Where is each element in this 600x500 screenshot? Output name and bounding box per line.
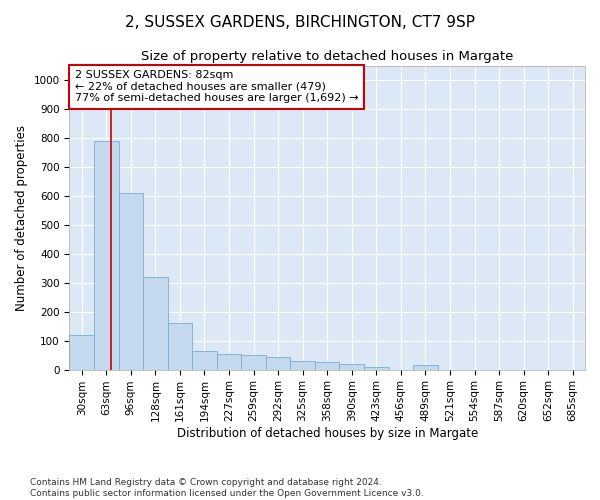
- Bar: [94, 141, 119, 370]
- Title: Size of property relative to detached houses in Margate: Size of property relative to detached ho…: [141, 50, 514, 63]
- Bar: [167, 324, 192, 370]
- Bar: [340, 364, 364, 370]
- X-axis label: Distribution of detached houses by size in Margate: Distribution of detached houses by size …: [176, 427, 478, 440]
- Bar: [241, 355, 266, 370]
- Bar: [192, 351, 217, 370]
- Bar: [413, 366, 437, 370]
- Bar: [290, 361, 315, 370]
- Bar: [217, 354, 241, 370]
- Bar: [119, 193, 143, 370]
- Bar: [143, 277, 167, 370]
- Bar: [364, 366, 389, 370]
- Bar: [266, 356, 290, 370]
- Bar: [70, 335, 94, 370]
- Bar: [315, 362, 340, 370]
- Text: Contains HM Land Registry data © Crown copyright and database right 2024.
Contai: Contains HM Land Registry data © Crown c…: [30, 478, 424, 498]
- Text: 2, SUSSEX GARDENS, BIRCHINGTON, CT7 9SP: 2, SUSSEX GARDENS, BIRCHINGTON, CT7 9SP: [125, 15, 475, 30]
- Y-axis label: Number of detached properties: Number of detached properties: [15, 124, 28, 310]
- Text: 2 SUSSEX GARDENS: 82sqm
← 22% of detached houses are smaller (479)
77% of semi-d: 2 SUSSEX GARDENS: 82sqm ← 22% of detache…: [74, 70, 358, 103]
